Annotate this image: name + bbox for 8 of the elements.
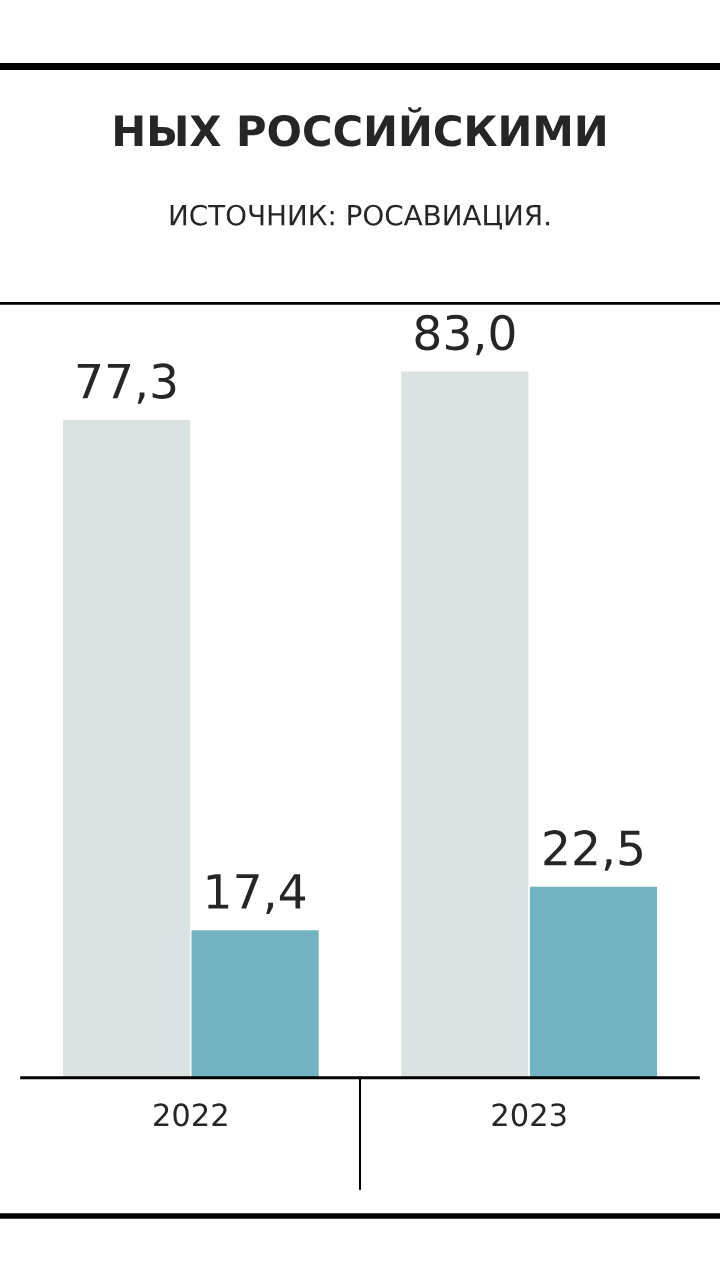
data-label: 17,4 [207,874,306,915]
x-tick-label: 2022 [154,1103,227,1127]
chart-title: НЫХ РОССИЙСКИМИ [115,107,605,147]
text: ИСТОЧНИК: РОСАВИАЦИЯ. [170,204,549,230]
data-label: 83,0 [415,314,515,356]
x-tick-label: 2023 [492,1103,566,1127]
data-label: 22,5 [544,830,642,871]
data-label: 77,3 [77,363,176,404]
